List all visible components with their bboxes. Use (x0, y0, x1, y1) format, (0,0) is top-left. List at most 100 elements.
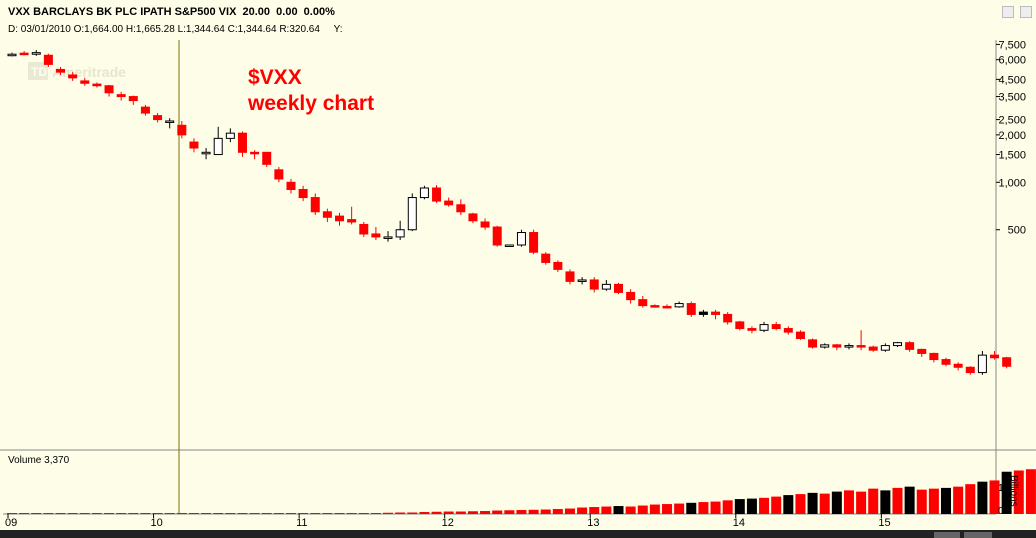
volume-bar (746, 498, 757, 514)
volume-bar (237, 513, 248, 514)
volume-bar (807, 492, 818, 514)
candle-body (492, 226, 502, 246)
candle-body (480, 221, 490, 228)
candle (177, 120, 187, 139)
candle-body (298, 189, 308, 199)
volume-bar (892, 487, 903, 514)
status-segment[interactable] (964, 532, 992, 538)
candle-body (529, 232, 539, 253)
volume-bar (7, 513, 17, 514)
candle-body (189, 141, 199, 149)
volume-bar (516, 510, 527, 514)
candle (723, 312, 733, 325)
volume-bar (795, 494, 806, 514)
volume-bar (322, 513, 333, 514)
candle-body (601, 283, 611, 290)
volume-bar (916, 489, 927, 514)
candle-body (929, 352, 939, 361)
candle (977, 350, 987, 375)
candle (565, 269, 575, 285)
volume-bar (285, 513, 296, 514)
candle-body (747, 328, 757, 331)
candle (274, 167, 284, 183)
candle-body (116, 94, 126, 98)
candle (601, 279, 611, 291)
candle (189, 138, 199, 153)
candle (747, 326, 757, 334)
candle (553, 260, 563, 272)
volume-bar (759, 497, 770, 514)
candle (347, 206, 357, 225)
candle (856, 330, 866, 351)
candle (68, 72, 78, 81)
volume-bar (868, 488, 879, 514)
volume-bar (722, 500, 733, 514)
candle-body (68, 74, 78, 79)
candle-body (56, 68, 66, 73)
candle (735, 320, 745, 331)
volume-bar (31, 513, 42, 514)
volume-bar (819, 493, 830, 514)
candle-body (225, 132, 235, 139)
candle (371, 227, 381, 241)
candle-body (614, 283, 623, 293)
volume-bar (989, 480, 1000, 514)
candle-body (686, 303, 696, 315)
candle (516, 229, 526, 247)
volume-bar (334, 513, 345, 514)
volume-bar (91, 513, 102, 514)
volume-bar (346, 513, 357, 514)
candle-body (274, 169, 284, 180)
candle (286, 178, 296, 194)
candle-body (516, 232, 526, 246)
maximize-button[interactable] (1020, 6, 1032, 18)
volume-bar (637, 505, 648, 514)
candle-body (820, 344, 830, 348)
volume-bar (783, 495, 794, 514)
candle-body (735, 321, 745, 330)
volume-bar (152, 513, 163, 514)
candle-body (262, 151, 272, 165)
minimize-button[interactable] (1002, 6, 1014, 18)
candle (614, 282, 623, 295)
volume-bar (443, 511, 454, 514)
candle-body (104, 85, 114, 94)
candle (662, 304, 672, 309)
candle (917, 348, 927, 357)
candle-body (905, 342, 915, 350)
candle (335, 212, 345, 226)
candle-body (19, 52, 29, 56)
volume-bar (407, 512, 418, 514)
candle-body (395, 229, 405, 238)
candle (929, 352, 939, 363)
candle-body (407, 197, 417, 231)
y-tick-label: 7,500 (998, 39, 1026, 51)
candle (541, 252, 551, 265)
candle-body (723, 313, 733, 323)
candle-body (383, 236, 393, 239)
status-segment[interactable] (934, 532, 960, 538)
volume-bar (831, 491, 842, 514)
candle-body (553, 261, 563, 270)
candle-body (990, 354, 1000, 359)
candle (880, 343, 890, 352)
y-tick-label: 4,500 (998, 74, 1026, 86)
volume-bar (431, 511, 442, 514)
x-tick-label: 12 (442, 517, 454, 529)
volume-bar (674, 503, 685, 514)
candle-body (638, 299, 648, 307)
candle-body (917, 348, 927, 354)
volume-bar (261, 513, 272, 514)
candle-body (771, 324, 781, 330)
candle (7, 52, 17, 57)
volume-bar (771, 496, 782, 514)
candle-body (844, 345, 854, 348)
chart-title: VXX BARCLAYS BK PLC IPATH S&P500 VIX 20.… (8, 6, 335, 18)
volume-bar (43, 513, 54, 514)
candle (407, 193, 417, 232)
volume-bar (613, 506, 624, 514)
volume-bar (419, 512, 430, 514)
td-logo-box (28, 62, 48, 80)
candle (1002, 356, 1012, 369)
x-tick-label: 13 (587, 517, 599, 529)
